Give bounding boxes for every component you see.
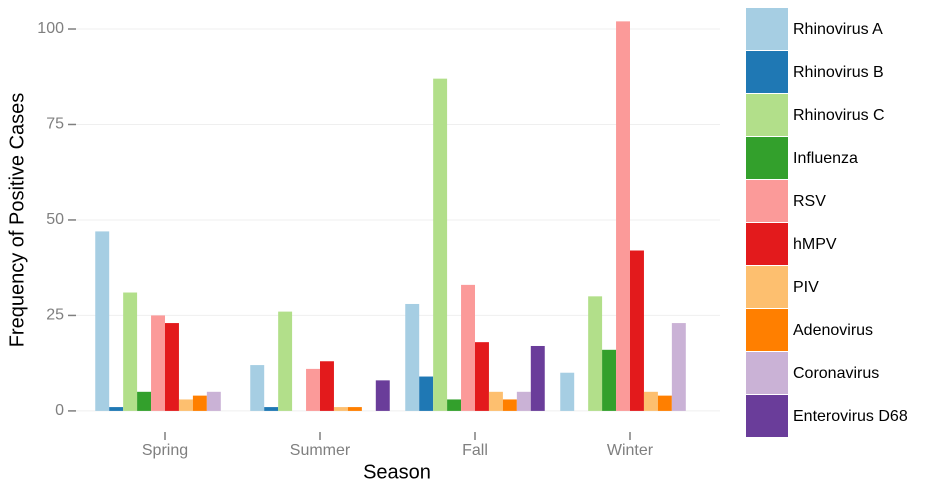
bar — [616, 21, 630, 411]
bar — [488, 391, 503, 411]
bar — [250, 365, 265, 411]
bar — [137, 391, 152, 411]
legend-label: Rhinovirus A — [793, 21, 883, 38]
legend-label: Adenovirus — [793, 322, 873, 339]
y-tick-label: 75 — [46, 116, 64, 133]
bar — [433, 78, 448, 411]
bar — [530, 345, 545, 411]
bar — [657, 395, 672, 411]
bar — [123, 292, 138, 411]
x-tick-label: Spring — [142, 442, 188, 459]
legend-key — [746, 137, 788, 179]
legend-label: Coronavirus — [793, 365, 879, 382]
x-axis-title: Season — [363, 461, 431, 483]
x-tick-label: Summer — [290, 442, 351, 459]
x-tick-label: Fall — [462, 442, 488, 459]
bar — [502, 399, 517, 411]
bar — [206, 391, 221, 411]
bar — [178, 399, 193, 411]
y-tick-label: 25 — [46, 307, 64, 324]
legend-key — [746, 266, 788, 308]
bar — [320, 361, 334, 411]
y-tick-label: 100 — [37, 20, 64, 37]
bar — [671, 323, 686, 411]
bar — [461, 284, 475, 411]
legend-key — [746, 223, 788, 265]
bar — [347, 407, 362, 411]
y-tick-label: 50 — [46, 211, 64, 228]
legend-key — [746, 395, 788, 437]
bar — [602, 349, 617, 411]
bar — [333, 407, 348, 411]
bar — [109, 407, 124, 411]
x-tick-label: Winter — [607, 442, 654, 459]
bar — [264, 407, 279, 411]
bar — [560, 372, 575, 411]
legend-label: Influenza — [793, 150, 858, 167]
legend-label: PIV — [793, 279, 819, 296]
bar — [306, 368, 320, 411]
legend-label: Enterovirus D68 — [793, 408, 908, 425]
bar — [588, 296, 603, 411]
legend-key — [746, 309, 788, 351]
legend-key — [746, 8, 788, 50]
bar — [95, 231, 110, 411]
bar — [447, 399, 462, 411]
bar — [630, 250, 644, 411]
legend-label: RSV — [793, 193, 826, 210]
bar — [278, 311, 293, 411]
legend-label: hMPV — [793, 236, 837, 253]
bar — [475, 342, 489, 411]
bar — [643, 391, 658, 411]
bar — [165, 323, 179, 411]
legend-key — [746, 352, 788, 394]
bar — [151, 315, 165, 411]
bar — [192, 395, 207, 411]
legend-label: Rhinovirus C — [793, 107, 885, 124]
bar — [405, 303, 420, 411]
bar — [419, 376, 434, 411]
bar — [516, 391, 531, 411]
bar — [375, 380, 390, 411]
legend-key — [746, 180, 788, 222]
legend-key — [746, 51, 788, 93]
legend-label: Rhinovirus B — [793, 64, 884, 81]
y-axis-title: Frequency of Positive Cases — [6, 93, 28, 348]
legend-key — [746, 94, 788, 136]
y-tick-label: 0 — [55, 402, 64, 419]
